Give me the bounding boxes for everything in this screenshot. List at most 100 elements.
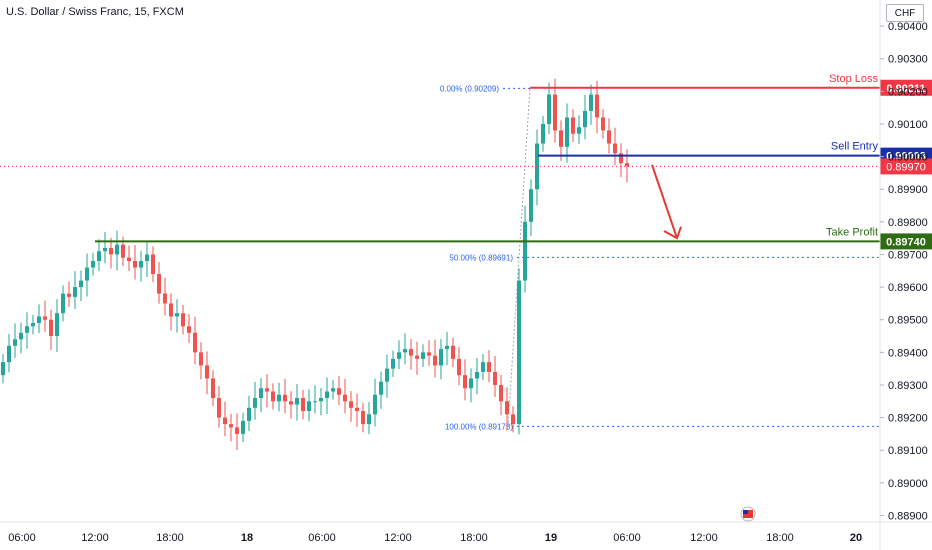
candle-body [397, 352, 401, 359]
take-profit-label: Take Profit [826, 226, 878, 238]
candle-body [349, 401, 353, 408]
candle-body [343, 394, 347, 402]
candle-body [601, 117, 605, 131]
candle-body [499, 384, 503, 402]
time-tick-label: 20 [850, 532, 862, 544]
time-tick-label: 12:00 [690, 532, 718, 544]
price-tick-label: 0.89500 [888, 315, 928, 327]
candle-body [331, 388, 335, 392]
candle-body [79, 280, 83, 288]
candle-body [283, 394, 287, 402]
candle-body [421, 352, 425, 359]
stop-loss-price-tag [880, 79, 932, 96]
fib-level-label: 50.00% (0.89691) [449, 253, 513, 262]
candle-body [409, 349, 413, 356]
candle-body [103, 247, 107, 252]
candle-body [121, 244, 125, 258]
time-tick-label: 18:00 [766, 532, 794, 544]
candle-body [559, 130, 563, 147]
candle-body [313, 401, 317, 403]
candle-body [211, 378, 215, 399]
candle-body [571, 117, 575, 134]
candle-body [151, 254, 155, 275]
candle-body [1, 362, 5, 376]
candle-body [19, 332, 23, 340]
candle-body [7, 345, 11, 363]
annotations [651, 164, 756, 522]
candle-body [175, 313, 179, 317]
candle-body [355, 407, 359, 412]
time-tick-label: 12:00 [81, 532, 109, 544]
candle-body [625, 163, 629, 167]
time-tick-label: 06:00 [613, 532, 641, 544]
candle-body [325, 391, 329, 399]
candle-body [385, 368, 389, 382]
candle-body [97, 251, 101, 261]
candle-body [613, 143, 617, 154]
price-tick-label: 0.90100 [888, 119, 928, 131]
candle-body [55, 313, 59, 337]
price-tick-label: 0.90200 [888, 86, 928, 98]
price-tick-label: 0.90000 [888, 152, 928, 164]
time-axis: 06:00 12:00 18:00 18 06:00 12:00 18:00 19 06:00 1… [0, 521, 932, 544]
fib-trend-line [507, 88, 531, 427]
time-tick-label: 19 [545, 532, 557, 544]
candle-body [73, 287, 77, 297]
candle-body [529, 189, 533, 222]
candle-body [475, 371, 479, 379]
candle-body [205, 365, 209, 379]
candle-body [37, 316, 41, 323]
candle-body [367, 414, 371, 425]
candle-body [337, 388, 341, 395]
time-tick-label: 06:00 [8, 532, 36, 544]
candle-body [133, 261, 137, 268]
candle-body [415, 355, 419, 359]
candle-body [481, 362, 485, 372]
fib-level-label: 100.00% (0.89173) [445, 422, 513, 431]
candle-body [373, 394, 377, 415]
candle-body [109, 247, 113, 255]
fibonacci-retracement: 0.00% (0.90209) 50.00% (0.89691) 100.00% (… [440, 84, 880, 431]
candle-body [163, 293, 167, 304]
price-tick-label: 0.89400 [888, 347, 928, 359]
time-tick-label: 18 [241, 532, 253, 544]
current-price-text: 0.89970 [886, 161, 926, 173]
price-tick-label: 0.90400 [888, 21, 928, 33]
price-tick-label: 0.89000 [888, 478, 928, 490]
candle-body [235, 427, 239, 434]
candle-body [145, 254, 149, 261]
time-tick-label: 12:00 [384, 532, 412, 544]
candlestick-series [1, 78, 629, 450]
time-tick-label: 18:00 [156, 532, 184, 544]
candle-body [265, 388, 269, 392]
candle-body [13, 339, 17, 346]
candle-body [619, 153, 623, 164]
price-tick-label: 0.88900 [888, 510, 928, 522]
candle-body [607, 130, 611, 144]
candle-body [361, 411, 365, 425]
price-tick-label: 0.89100 [888, 445, 928, 457]
time-tick-label: 06:00 [308, 532, 336, 544]
candle-body [217, 398, 221, 418]
candle-body [199, 352, 203, 366]
us-flag-canton [743, 510, 748, 514]
candle-body [295, 398, 299, 405]
candle-body [301, 398, 305, 412]
price-axis: 0.904000.903000.902000.901000.900000.899… [879, 0, 928, 550]
stop-loss-price-text: 0.90211 [886, 83, 925, 95]
candle-body [391, 358, 395, 369]
currency-label[interactable]: CHF [886, 4, 924, 22]
take-profit-price-text: 0.89740 [886, 236, 926, 248]
time-tick-label: 18:00 [460, 532, 488, 544]
candle-body [61, 293, 65, 314]
candle-body [433, 355, 437, 366]
candle-body [523, 221, 527, 281]
candle-body [595, 94, 599, 118]
candle-body [487, 362, 491, 372]
candle-body [85, 267, 89, 281]
price-tick-label: 0.89700 [888, 249, 928, 261]
candle-body [127, 257, 131, 261]
candle-body [277, 394, 281, 402]
